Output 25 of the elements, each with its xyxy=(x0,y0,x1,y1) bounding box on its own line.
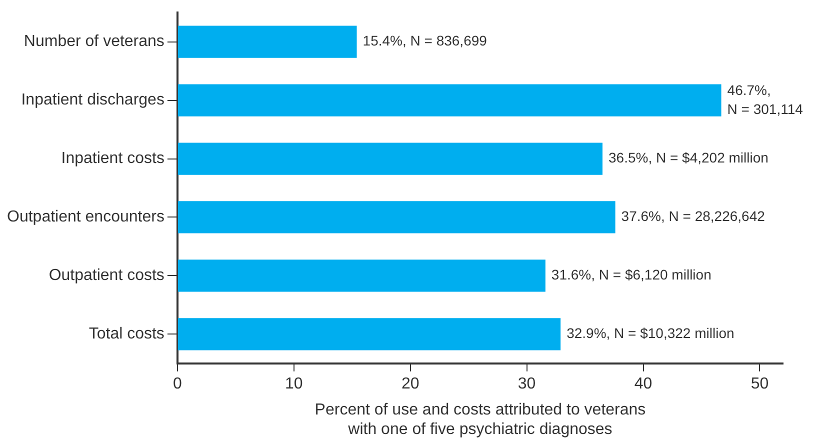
bar xyxy=(178,26,357,58)
bar xyxy=(178,142,602,175)
bar xyxy=(178,260,546,292)
data-label: 46.7%, N = 301,114 xyxy=(727,82,804,118)
x-tick-label: 40 xyxy=(634,375,652,392)
x-axis-title: Percent of use and costs attributed to veterans with one of five psychiatric diagnoses xyxy=(314,402,646,438)
data-label: 31.6%, N = $6,120 million xyxy=(551,266,712,283)
data-label: 37.6%, N = 28,226,642 xyxy=(621,208,766,224)
data-label: 32.9%, N = $10,322 million xyxy=(566,325,734,342)
x-tick-label: 0 xyxy=(172,375,182,392)
bar xyxy=(178,318,561,350)
bar xyxy=(178,84,722,116)
y-tick-label: Outpatient encounters xyxy=(7,208,164,226)
x-tick-label: 50 xyxy=(750,375,769,392)
data-label: 15.4%, N = 836,699 xyxy=(362,32,488,49)
y-tick-label: Outpatient costs xyxy=(48,267,164,284)
y-tick-label: Number of veterans xyxy=(24,33,164,50)
bar xyxy=(178,201,616,234)
y-tick-label: Inpatient costs xyxy=(61,150,164,168)
x-tick-label: 10 xyxy=(284,375,303,392)
y-tick-label: Total costs xyxy=(88,326,164,343)
x-tick-label: 30 xyxy=(518,375,536,392)
data-label: 36.5%, N = $4,202 million xyxy=(608,150,768,166)
y-tick-label: Inpatient discharges xyxy=(21,92,164,109)
x-tick-label: 20 xyxy=(401,375,420,392)
